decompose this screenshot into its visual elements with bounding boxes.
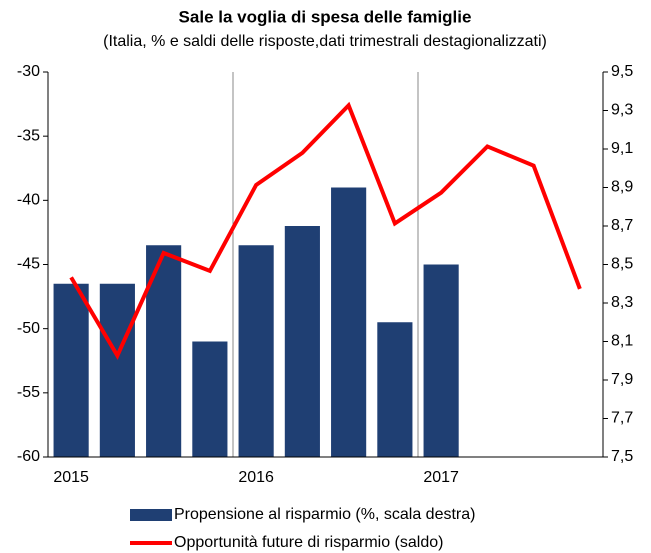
y2-tick-label: 8,9 (611, 179, 633, 196)
y2-tick-label: 9,5 (611, 63, 633, 80)
bar (99, 283, 135, 457)
chart-subtitle: (Italia, % e saldi delle risposte,dati t… (103, 33, 547, 50)
bar (53, 283, 89, 457)
y2-tick-label: 8,5 (611, 256, 633, 273)
y-tick-label: -35 (17, 127, 40, 144)
y-tick-label: -60 (17, 448, 40, 465)
legend-label: Opportunità future di risparmio (saldo) (174, 534, 443, 551)
x-tick-label: 2015 (53, 469, 89, 486)
y-tick-label: -55 (17, 384, 40, 401)
x-tick-label: 2016 (238, 469, 274, 486)
y2-tick-label: 7,9 (611, 371, 633, 388)
y-tick-label: -50 (17, 320, 40, 337)
x-tick-label: 2017 (423, 469, 459, 486)
chart-title: Sale la voglia di spesa delle famiglie (179, 7, 472, 26)
y2-tick-label: 7,5 (611, 448, 633, 465)
legend-label: Propensione al risparmio (%, scala destr… (174, 506, 475, 523)
y-tick-label: -30 (17, 63, 40, 80)
y2-tick-label: 8,1 (611, 333, 633, 350)
bar (238, 245, 274, 457)
y2-tick-label: 7,7 (611, 410, 633, 427)
y2-tick-label: 9,1 (611, 140, 633, 157)
y2-tick-label: 8,7 (611, 217, 633, 234)
y2-tick-label: 8,3 (611, 294, 633, 311)
y2-tick-label: 9,3 (611, 102, 633, 119)
y-tick-label: -45 (17, 256, 40, 273)
bar (331, 187, 367, 457)
bar (284, 226, 320, 457)
legend-swatch (130, 509, 172, 521)
bar (192, 341, 228, 457)
bar (377, 322, 413, 457)
bar (423, 264, 459, 457)
y-tick-label: -40 (17, 192, 40, 209)
line (69, 101, 582, 360)
